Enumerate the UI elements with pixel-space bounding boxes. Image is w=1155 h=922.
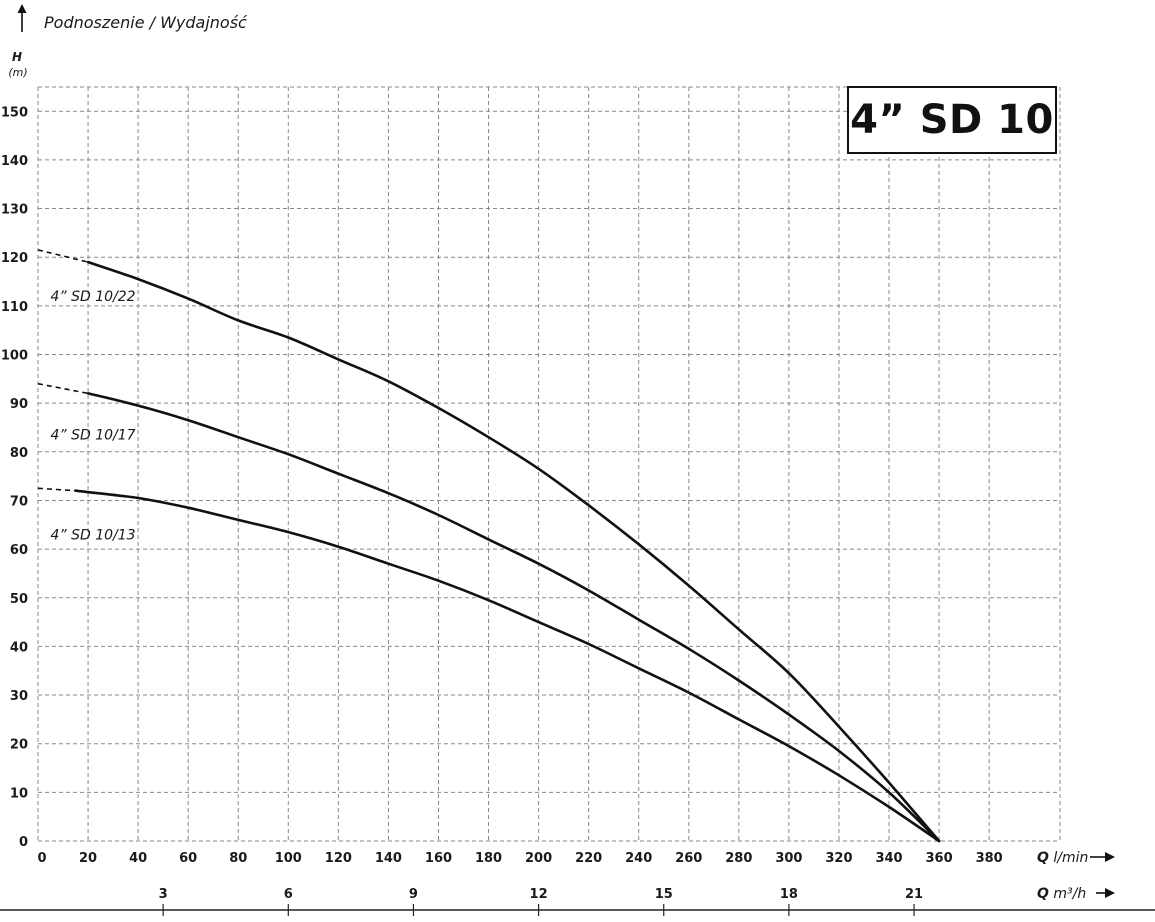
y-tick-label: 110 xyxy=(1,300,28,315)
x-tick-label: 20 xyxy=(79,851,97,866)
y-tick-label: 80 xyxy=(10,446,28,461)
y-tick-labels: 0 10 20 30 40 50 60 70 80 90 100 110 120 130 140 150 xyxy=(1,105,28,850)
axis-title: Podnoszenie / Wydajność xyxy=(44,13,248,32)
svg-text:Q m³/h: Q m³/h xyxy=(1037,886,1086,902)
series-label: 4” SD 10/13 xyxy=(51,527,136,543)
x-tick-label: 220 xyxy=(575,851,602,866)
x-tick-label: 60 xyxy=(179,851,197,866)
secondary-x-tick-labels: 3 6 9 12 15 18 21 xyxy=(159,887,923,916)
x-tick-label: 300 xyxy=(775,851,802,866)
y-tick-label: 50 xyxy=(10,592,28,607)
svg-text:Q l/min: Q l/min xyxy=(1037,850,1088,866)
y-tick-label: 10 xyxy=(10,786,28,801)
y-tick-label: 90 xyxy=(10,397,28,412)
x-tick-label: 100 xyxy=(275,851,302,866)
x-tick-label: 280 xyxy=(725,851,752,866)
x-tick-labels: 0 20 40 60 80 100 120 140 160 180 200 220 240 260 280 3… xyxy=(37,851,1002,866)
series-label: 4” SD 10/22 xyxy=(51,289,136,305)
y-tick-label: 20 xyxy=(10,738,28,753)
x-tick-label: 260 xyxy=(675,851,702,866)
secondary-x-tick-label: 15 xyxy=(655,887,673,902)
x-tick-label: 380 xyxy=(976,851,1003,866)
x-axis-label-bottom: Q m³/h xyxy=(1037,886,1115,902)
y-tick-label: 70 xyxy=(10,494,28,509)
series-curve-dashed xyxy=(37,487,76,492)
up-arrow-icon xyxy=(17,4,27,32)
secondary-x-tick-label: 3 xyxy=(159,887,168,902)
secondary-x-tick-label: 21 xyxy=(905,887,923,902)
series-label: 4” SD 10/17 xyxy=(51,428,136,444)
chart-title-box: 4” SD 10 xyxy=(847,86,1057,154)
x-tick-label: 120 xyxy=(325,851,352,866)
series-curve-dashed xyxy=(37,249,89,263)
x-tick-label: 160 xyxy=(425,851,452,866)
x-tick-label: 360 xyxy=(926,851,953,866)
series-labels: 4” SD 10/22 4” SD 10/17 4” SD 10/13 xyxy=(51,289,136,543)
y-axis-unit: (m) xyxy=(8,66,27,79)
y-tick-label: 150 xyxy=(1,105,28,120)
series-curve xyxy=(74,489,941,843)
x-tick-label: 180 xyxy=(475,851,502,866)
series-curve xyxy=(86,392,941,843)
secondary-x-tick-label: 9 xyxy=(409,887,418,902)
x-axis-label-top: Q l/min xyxy=(1037,850,1115,866)
series-curves xyxy=(37,249,941,843)
x-tick-label: 40 xyxy=(129,851,147,866)
right-arrow-icon xyxy=(1090,852,1115,862)
y-tick-label: 100 xyxy=(1,349,28,364)
y-tick-label: 30 xyxy=(10,689,28,704)
right-arrow-icon xyxy=(1096,888,1115,898)
series-curve-dashed xyxy=(37,382,89,395)
x-tick-label: 340 xyxy=(875,851,902,866)
series-curve xyxy=(86,260,941,843)
y-tick-label: 60 xyxy=(10,543,28,558)
y-tick-label: 130 xyxy=(1,203,28,218)
x-tick-label: 80 xyxy=(229,851,247,866)
x-tick-label: 200 xyxy=(525,851,552,866)
y-tick-label: 120 xyxy=(1,251,28,266)
x-tick-label: 140 xyxy=(375,851,402,866)
y-axis-label: H xyxy=(12,50,22,64)
x-tick-label: 0 xyxy=(37,851,46,866)
y-tick-label: 140 xyxy=(1,154,28,169)
chart-title: 4” SD 10 xyxy=(850,97,1054,143)
secondary-x-tick-label: 12 xyxy=(530,887,548,902)
secondary-x-tick-label: 6 xyxy=(284,887,293,902)
x-tick-label: 320 xyxy=(825,851,852,866)
y-tick-label: 0 xyxy=(19,835,28,850)
grid xyxy=(37,86,1061,842)
y-tick-label: 40 xyxy=(10,640,28,655)
x-tick-label: 240 xyxy=(625,851,652,866)
secondary-x-tick-label: 18 xyxy=(780,887,798,902)
